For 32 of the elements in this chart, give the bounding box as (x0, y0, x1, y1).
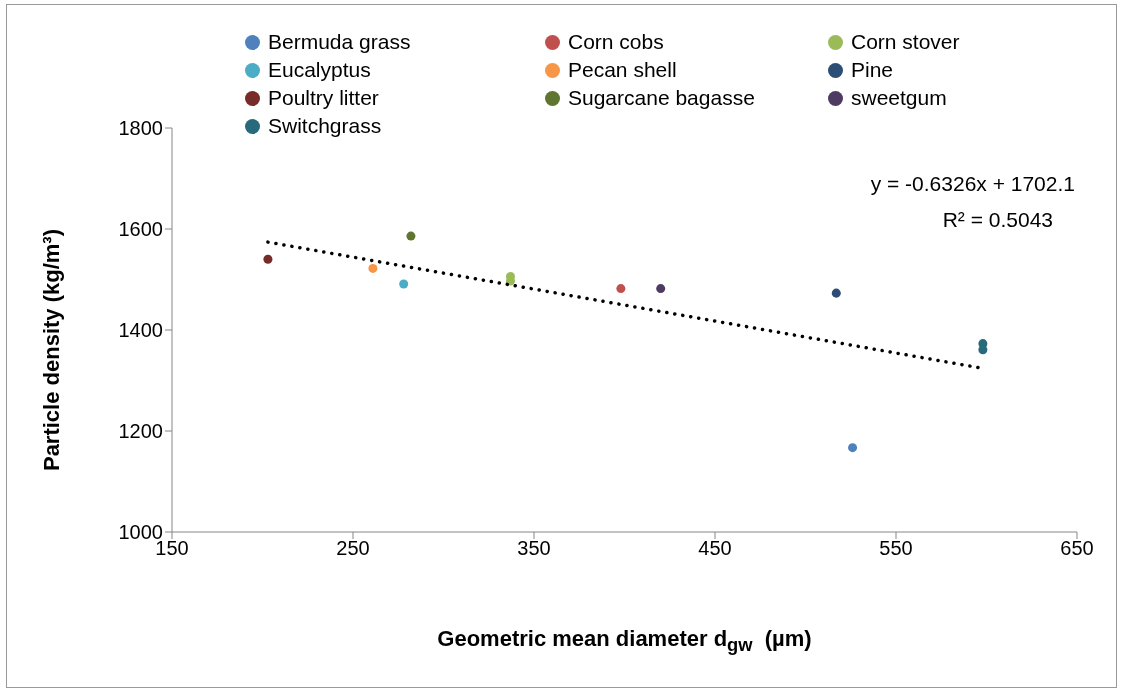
y-tick-label: 1600 (118, 218, 163, 241)
point (263, 254, 273, 264)
annotation: y = -0.6326x + 1702.1 (870, 172, 1075, 196)
point (399, 279, 409, 289)
legend-label: Pecan shell (568, 58, 677, 82)
x-tick-label: 450 (698, 537, 732, 560)
annotation: R² = 0.5043 (942, 208, 1053, 232)
legend-label: Corn cobs (568, 30, 664, 54)
point (831, 288, 841, 298)
y-tick-label: 1400 (118, 319, 163, 342)
point (406, 231, 416, 241)
y-tick-label: 1800 (118, 117, 163, 140)
x-tick-label: 550 (879, 537, 913, 560)
x-tick-label: 350 (517, 537, 551, 560)
legend-label: Sugarcane bagasse (568, 86, 755, 110)
y-tick-label: 1200 (118, 420, 163, 443)
point (848, 443, 858, 453)
point (978, 345, 988, 355)
point (368, 263, 378, 273)
legend-label: Bermuda grass (268, 30, 411, 54)
x-tick-label: 250 (336, 537, 370, 560)
x-axis-title: Geometric mean diameter d$_{gw}$ (µm) (436, 626, 813, 657)
legend-label: Pine (851, 58, 894, 82)
legend-label: Switchgrass (268, 114, 382, 138)
legend-label: sweetgum (851, 86, 947, 110)
x-tick-label: 650 (1060, 537, 1094, 560)
point (656, 284, 666, 294)
legend-label: Corn stover (851, 30, 960, 54)
legend-label: Poultry litter (268, 86, 379, 110)
legend-label: Eucalyptus (268, 58, 371, 82)
point (616, 284, 626, 294)
y-axis-title: Particle density (kg/m³) (39, 228, 65, 472)
